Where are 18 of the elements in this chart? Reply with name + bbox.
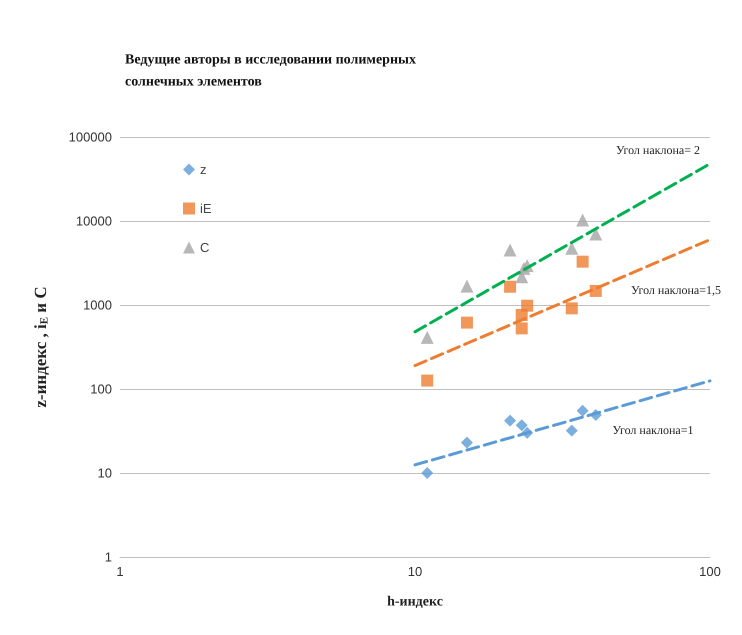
x-tick-label: 100	[699, 564, 721, 579]
x-tick-label: 1	[116, 564, 124, 579]
legend-label: iE	[200, 201, 212, 216]
y-tick-label: 10000	[76, 214, 112, 228]
chart-title: Ведущие авторы в исследовании полимерных солнечных элементов	[125, 52, 420, 90]
legend-label: z	[200, 162, 206, 177]
legend-label: C	[200, 240, 210, 255]
y-axis-title: z-индекс , iE и C	[31, 286, 50, 408]
x-tick-label: 10	[408, 564, 422, 579]
x-axis-title: h-индекс	[387, 594, 443, 610]
y-tick-label: 100000	[68, 130, 112, 144]
y-tick-label: 10	[98, 466, 112, 480]
y-tick-label: 1000	[83, 298, 112, 312]
y-tick-label: 1	[104, 550, 112, 564]
y-tick-label: 100	[90, 382, 112, 396]
annotation: Угол наклона=1,5	[631, 283, 721, 297]
annotation: Угол наклона= 2	[616, 143, 700, 157]
annotation: Угол наклона=1	[612, 423, 694, 437]
